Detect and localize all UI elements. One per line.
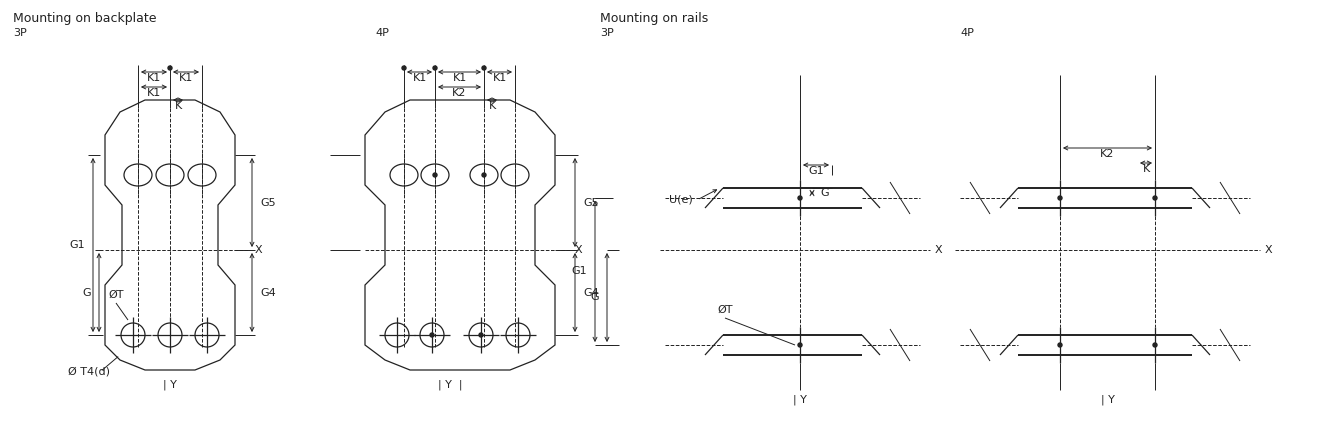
Text: ØT: ØT bbox=[108, 290, 124, 300]
Circle shape bbox=[402, 66, 406, 70]
Text: | Y: | Y bbox=[793, 395, 807, 405]
Text: K1: K1 bbox=[146, 88, 161, 98]
Circle shape bbox=[1058, 196, 1062, 200]
Text: K1: K1 bbox=[493, 73, 506, 83]
Text: Ø T4(d): Ø T4(d) bbox=[69, 367, 109, 377]
Circle shape bbox=[434, 173, 438, 177]
Circle shape bbox=[430, 333, 434, 337]
Text: G5: G5 bbox=[583, 198, 598, 207]
Circle shape bbox=[482, 173, 486, 177]
Text: U(e): U(e) bbox=[670, 195, 693, 205]
Text: | Y: | Y bbox=[1101, 395, 1115, 405]
Text: K: K bbox=[174, 101, 182, 111]
Circle shape bbox=[167, 66, 173, 70]
Text: G4: G4 bbox=[260, 287, 275, 298]
Text: | Y  |: | Y | bbox=[438, 380, 463, 390]
Text: G1: G1 bbox=[572, 267, 587, 276]
Text: K: K bbox=[489, 101, 496, 111]
Text: G: G bbox=[590, 292, 598, 303]
Text: K2: K2 bbox=[1101, 149, 1115, 159]
Circle shape bbox=[482, 66, 486, 70]
Text: 4P: 4P bbox=[376, 28, 389, 38]
Text: G: G bbox=[83, 287, 91, 298]
Text: K2: K2 bbox=[452, 88, 467, 98]
Text: K1: K1 bbox=[452, 73, 467, 83]
Text: ØT: ØT bbox=[717, 305, 733, 315]
Text: X: X bbox=[575, 245, 583, 255]
Circle shape bbox=[434, 66, 438, 70]
Circle shape bbox=[797, 343, 801, 347]
Text: X: X bbox=[1265, 245, 1273, 255]
Text: X: X bbox=[934, 245, 942, 255]
Circle shape bbox=[797, 196, 801, 200]
Circle shape bbox=[1058, 343, 1062, 347]
Text: K1: K1 bbox=[146, 73, 161, 83]
Circle shape bbox=[478, 333, 482, 337]
Text: 3P: 3P bbox=[13, 28, 26, 38]
Text: K1: K1 bbox=[179, 73, 194, 83]
Text: G: G bbox=[820, 188, 829, 198]
Circle shape bbox=[1153, 343, 1157, 347]
Text: | Y: | Y bbox=[163, 380, 177, 390]
Text: Mounting on rails: Mounting on rails bbox=[600, 12, 708, 25]
Text: G1: G1 bbox=[70, 240, 84, 250]
Text: K1: K1 bbox=[413, 73, 427, 83]
Text: G1: G1 bbox=[808, 166, 824, 176]
Text: Mounting on backplate: Mounting on backplate bbox=[13, 12, 157, 25]
Text: X: X bbox=[254, 245, 262, 255]
Text: K: K bbox=[1143, 164, 1149, 174]
Text: G5: G5 bbox=[260, 198, 275, 207]
Text: G4: G4 bbox=[583, 287, 598, 298]
Text: 4P: 4P bbox=[960, 28, 974, 38]
Circle shape bbox=[1153, 196, 1157, 200]
Text: 3P: 3P bbox=[600, 28, 614, 38]
